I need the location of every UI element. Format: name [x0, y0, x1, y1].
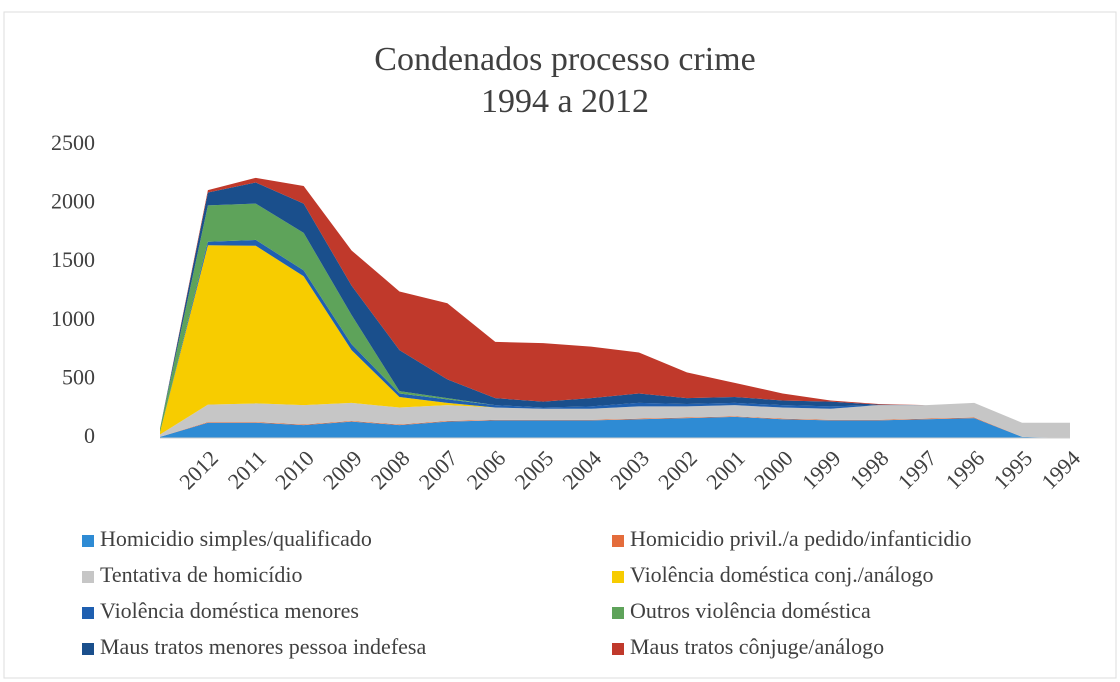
y-tick-label: 1500 — [51, 247, 95, 272]
legend-swatch — [612, 607, 624, 619]
y-tick-label: 2000 — [51, 189, 95, 214]
legend-swatch — [612, 535, 624, 547]
legend-label: Violência doméstica menores — [100, 598, 359, 623]
legend-label: Violência doméstica conj./análogo — [630, 562, 934, 587]
area — [160, 203, 1070, 433]
area — [160, 182, 1070, 429]
legend-label: Homicidio simples/qualificado — [100, 526, 372, 551]
legend-label: Outros violência doméstica — [630, 598, 871, 623]
legend-swatch — [82, 607, 94, 619]
legend-swatch — [612, 643, 624, 655]
chart-subtitle: 1994 a 2012 — [481, 83, 649, 120]
y-tick-label: 0 — [84, 423, 95, 448]
legend-swatch — [82, 535, 94, 547]
legend-label: Maus tratos cônjuge/análogo — [630, 634, 884, 659]
area — [160, 402, 1070, 438]
y-tick-label: 500 — [62, 364, 95, 389]
legend-label: Homicidio privil./a pedido/infanticidio — [630, 526, 972, 551]
area — [160, 245, 1070, 435]
area — [160, 177, 1070, 429]
chart-title: Condenados processo crime — [374, 41, 755, 78]
legend-label: Maus tratos menores pessoa indefesa — [100, 634, 426, 659]
area — [160, 239, 1070, 433]
legend-swatch — [82, 643, 94, 655]
legend-label: Tentativa de homicídio — [100, 562, 303, 587]
legend-swatch — [612, 571, 624, 583]
y-tick-label: 1000 — [51, 306, 95, 331]
area — [160, 416, 1070, 438]
y-tick-label: 2500 — [51, 130, 95, 155]
legend-swatch — [82, 571, 94, 583]
